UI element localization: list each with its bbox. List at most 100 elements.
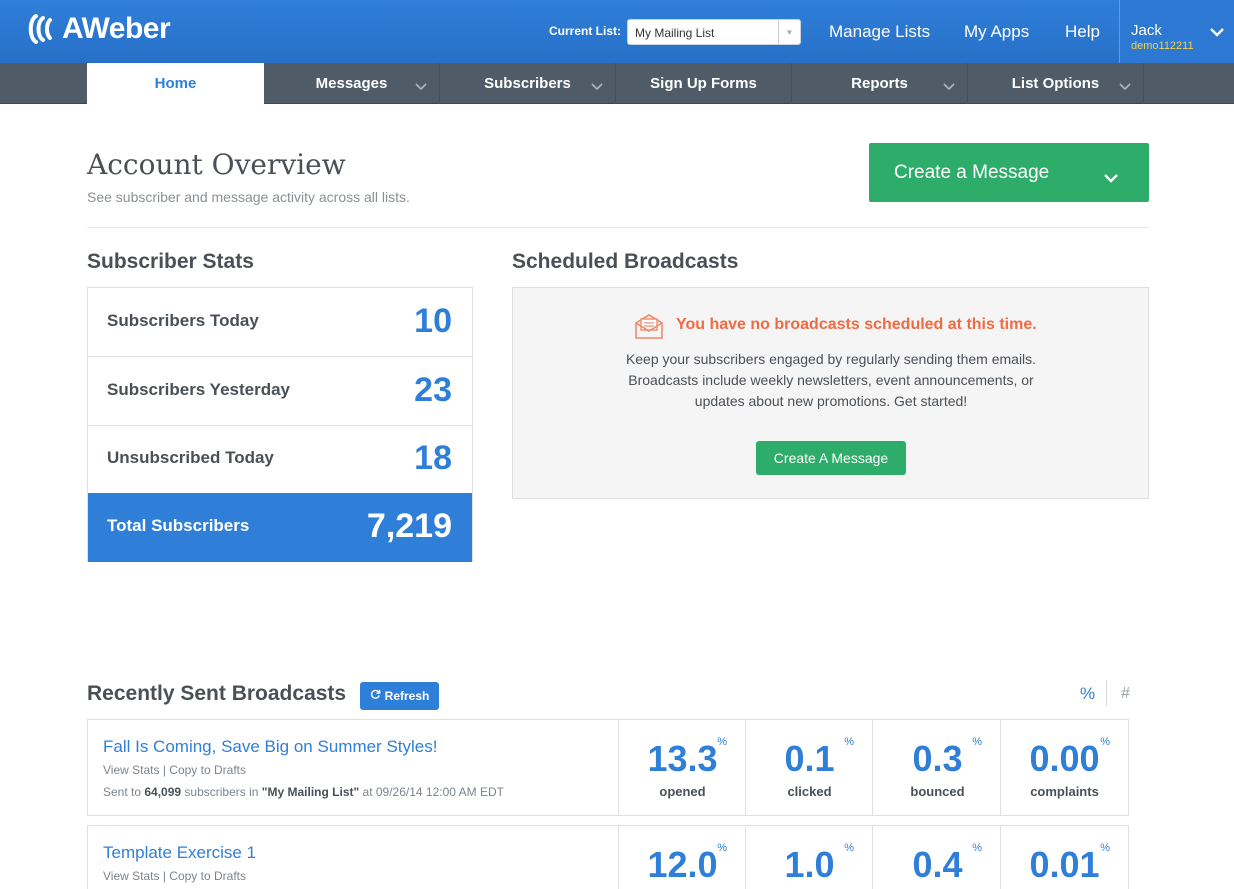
stat-row: Subscribers Today 10 [88, 288, 472, 357]
metric-unit: % [1100, 842, 1110, 854]
nav-help[interactable]: Help [1065, 22, 1100, 41]
stat-row-total: Total Subscribers 7,219 [88, 493, 472, 562]
logo-text: AWeber [62, 12, 171, 45]
sent-time: at 09/26/14 12:00 AM EDT [362, 785, 504, 799]
copy-to-drafts-link[interactable]: Copy to Drafts [169, 763, 246, 777]
broadcast-info: Fall Is Coming, Save Big on Summer Style… [88, 720, 619, 815]
metric-opened: 13.3 % opened [619, 720, 746, 815]
nav-manage-lists[interactable]: Manage Lists [829, 22, 931, 41]
user-name: Jack [1131, 22, 1162, 39]
page-subtitle: See subscriber and message activity acro… [87, 189, 410, 205]
metric-bounced: 0.3 % bounced [874, 720, 1001, 815]
tab-label: Messages [315, 75, 388, 92]
create-a-message-button[interactable]: Create A Message [756, 441, 906, 475]
sent-mid: subscribers in [184, 785, 259, 799]
toggle-divider [1106, 680, 1107, 706]
stat-value: 10 [414, 302, 452, 340]
tab-messages[interactable]: Messages [264, 63, 440, 104]
main-tab-bar: Home Messages Subscribers Sign Up Forms … [0, 63, 1234, 104]
aweber-logo[interactable]: AWeber [26, 12, 171, 46]
select-caret-icon: ▼ [778, 20, 800, 44]
stat-label: Unsubscribed Today [107, 448, 274, 467]
tab-label: Subscribers [484, 75, 571, 92]
broadcast-card: Template Exercise 1 View Stats | Copy to… [87, 825, 1129, 889]
metric-unit: % [972, 842, 982, 854]
chevron-down-icon [943, 78, 955, 95]
view-stats-link[interactable]: View Stats [103, 869, 160, 883]
chevron-down-icon [1119, 78, 1131, 95]
stat-label: Total Subscribers [107, 516, 250, 535]
chevron-down-icon [1210, 24, 1224, 42]
broadcast-actions: View Stats | Copy to Drafts [103, 763, 246, 777]
recently-sent-title: Recently Sent Broadcasts [87, 682, 347, 705]
page-title: Account Overview [87, 148, 346, 181]
metric-value: 0.1 [784, 738, 835, 779]
stat-row: Unsubscribed Today 18 [88, 425, 472, 494]
nav-my-apps[interactable]: My Apps [964, 22, 1030, 41]
metric-value: 0.4 [912, 844, 963, 885]
metric-unit: % [844, 736, 854, 748]
current-list-value: My Mailing List [635, 26, 715, 40]
metric-clicked: 0.1 % clicked [746, 720, 873, 815]
refresh-label: Refresh [384, 689, 430, 703]
metric-opened: 12.0 % [619, 826, 746, 889]
metric-complaints: 0.01 % [1001, 826, 1128, 889]
tab-home[interactable]: Home [87, 63, 264, 104]
user-account-id: demo112211 [1131, 40, 1194, 52]
metric-unit: % [972, 736, 982, 748]
metric-complaints: 0.00 % complaints [1001, 720, 1128, 815]
link-separator: | [162, 763, 166, 777]
tab-label: Reports [851, 75, 908, 92]
empty-state-title: You have no broadcasts scheduled at this… [676, 316, 1037, 333]
metric-label: clicked [787, 784, 832, 799]
empty-state-body: Keep your subscribers engaged by regular… [593, 349, 1069, 412]
metric-label: bounced [910, 784, 965, 799]
metric-unit: % [717, 842, 727, 854]
stat-label: Subscribers Yesterday [107, 380, 291, 399]
refresh-button[interactable]: Refresh [360, 682, 439, 710]
stat-value: 18 [414, 439, 452, 477]
broadcast-card: Fall Is Coming, Save Big on Summer Style… [87, 719, 1129, 816]
copy-to-drafts-link[interactable]: Copy to Drafts [169, 869, 246, 883]
toggle-count[interactable]: # [1121, 685, 1130, 702]
empty-state-line: Broadcasts include weekly newsletters, e… [628, 372, 1034, 388]
broadcast-name-link[interactable]: Template Exercise 1 [103, 843, 257, 862]
tab-label: Home [154, 75, 197, 92]
tab-label: Sign Up Forms [650, 75, 757, 92]
refresh-icon [370, 689, 381, 703]
tab-label: List Options [1011, 75, 1100, 92]
broadcast-name-link[interactable]: Fall Is Coming, Save Big on Summer Style… [103, 737, 438, 756]
stat-row: Subscribers Yesterday 23 [88, 357, 472, 426]
metric-clicked: 1.0 % [746, 826, 873, 889]
metric-label: complaints [1030, 784, 1099, 799]
metric-label: opened [659, 784, 706, 799]
empty-state-line: updates about new promotions. Get starte… [694, 393, 968, 409]
create-message-button[interactable]: Create a Message [869, 143, 1149, 202]
chevron-down-icon [591, 78, 603, 95]
metric-value: 0.00 [1029, 738, 1100, 779]
subscriber-stats-title: Subscriber Stats [87, 250, 254, 273]
empty-state-line: Keep your subscribers engaged by regular… [625, 351, 1037, 367]
metric-value: 1.0 [784, 844, 835, 885]
tab-subscribers[interactable]: Subscribers [440, 63, 616, 104]
sent-prefix: Sent to [103, 785, 142, 799]
toggle-percent[interactable]: % [1080, 684, 1096, 703]
metric-unit: % [844, 842, 854, 854]
broadcast-info: Template Exercise 1 View Stats | Copy to… [88, 826, 619, 889]
tab-sign-up-forms[interactable]: Sign Up Forms [616, 63, 792, 104]
metric-unit: % [717, 736, 727, 748]
scheduled-broadcasts-title: Scheduled Broadcasts [512, 250, 739, 273]
view-stats-link[interactable]: View Stats [103, 763, 160, 777]
user-menu[interactable]: Jack demo112211 [1119, 0, 1234, 63]
current-list-select[interactable]: My Mailing List ▼ [627, 19, 801, 45]
top-header: AWeber Current List: My Mailing List ▼ M… [0, 0, 1234, 63]
divider [87, 227, 1149, 228]
aweber-logo-mark-icon [26, 12, 60, 46]
tab-list-options[interactable]: List Options [968, 63, 1144, 104]
create-message-label: Create a Message [894, 162, 1050, 183]
chevron-down-icon [1103, 167, 1119, 189]
sent-count: 64,099 [144, 785, 182, 799]
stat-label: Subscribers Today [107, 311, 259, 330]
stat-value: 23 [414, 371, 452, 409]
tab-reports[interactable]: Reports [792, 63, 968, 104]
